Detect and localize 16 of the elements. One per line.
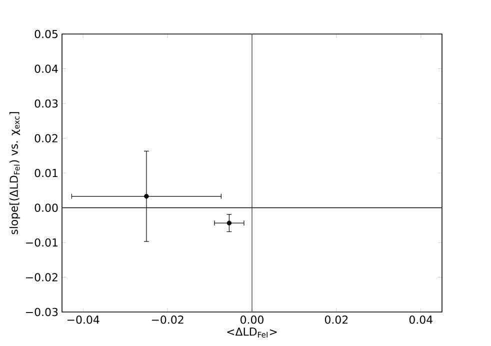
x-tick-label: 0.04 [409, 316, 432, 324]
x-tick-label: 0.00 [240, 316, 264, 324]
y-tick-label: 0.03 [34, 99, 58, 108]
y-tick-label: 0.05 [34, 30, 58, 38]
y-tick-label: 0.01 [34, 168, 58, 178]
y-tick-label: −0.01 [26, 238, 58, 247]
x-axis-title: <ΔLD$_{FeI}$> [227, 328, 277, 338]
x-tick-label: −0.02 [152, 316, 184, 324]
y-axis-title: slope[(ΔLD$_{FeI}$) vs. χ$_{exc}$] [9, 112, 20, 234]
y-tick-label: −0.03 [26, 308, 58, 316]
y-tick-label: −0.02 [26, 273, 58, 282]
y-tick-label: 0.04 [34, 64, 58, 73]
x-tick-label: −0.04 [67, 316, 100, 324]
y-tick-label: 0.02 [34, 134, 58, 142]
x-tick-label: 0.02 [324, 316, 348, 324]
y-tick-label: 0.00 [34, 204, 58, 212]
